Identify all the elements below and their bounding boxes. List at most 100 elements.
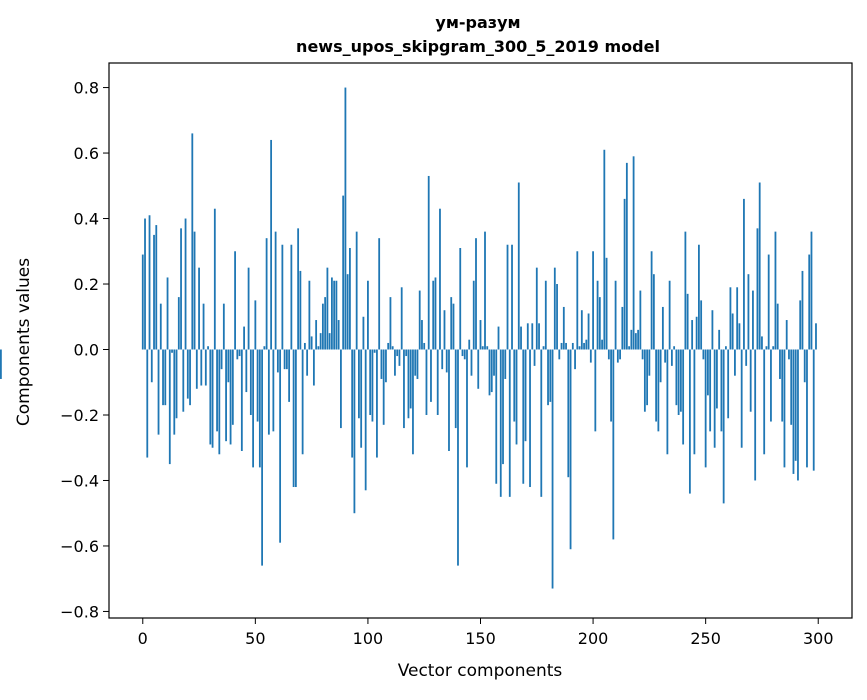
bar <box>533 349 536 366</box>
bar <box>387 342 390 350</box>
bar <box>639 290 642 350</box>
bar <box>553 267 556 350</box>
bar <box>353 349 356 514</box>
bar <box>340 349 342 429</box>
bar <box>666 349 669 455</box>
bar <box>308 280 311 350</box>
bar <box>745 349 748 366</box>
bar <box>328 333 331 350</box>
bar <box>481 346 484 350</box>
bar <box>394 349 396 376</box>
bar <box>189 349 191 406</box>
y-tick-label: −0.6 <box>60 537 99 556</box>
bar <box>175 349 178 419</box>
bar <box>596 280 599 350</box>
bar <box>592 251 594 350</box>
bar <box>801 270 804 350</box>
bar <box>202 303 205 350</box>
bar <box>621 306 624 350</box>
bar <box>652 274 655 350</box>
bar <box>310 336 313 350</box>
bar <box>517 182 520 350</box>
bar <box>725 346 727 350</box>
bars-group <box>0 87 817 589</box>
bar <box>412 349 414 455</box>
bar <box>193 231 196 350</box>
bar <box>792 349 795 474</box>
bar <box>247 267 250 350</box>
bar <box>436 349 439 415</box>
bar <box>279 349 282 543</box>
bar <box>758 182 761 350</box>
bar <box>294 349 297 488</box>
bar <box>657 349 660 432</box>
bar <box>207 346 209 350</box>
bar <box>734 349 736 376</box>
bar <box>520 326 522 350</box>
bar <box>457 349 459 566</box>
bar <box>655 349 658 422</box>
bar <box>752 290 754 350</box>
bar <box>511 244 513 350</box>
bar <box>184 218 187 350</box>
bar <box>398 349 401 366</box>
bar <box>254 300 257 350</box>
bar <box>477 349 480 389</box>
bar <box>378 238 381 350</box>
chart-title: ум-разум <box>435 13 520 32</box>
bar <box>556 284 558 350</box>
bar <box>452 303 455 350</box>
bar <box>236 349 239 360</box>
bar <box>173 349 176 435</box>
bar <box>312 349 315 386</box>
bar <box>506 244 509 350</box>
bar <box>475 238 477 350</box>
bar <box>776 303 779 350</box>
bar <box>625 162 628 350</box>
bar <box>283 349 286 370</box>
bar <box>736 287 739 350</box>
bar <box>686 293 689 350</box>
bar <box>155 225 158 350</box>
bar <box>148 215 151 350</box>
bar <box>303 342 306 350</box>
bar <box>547 349 549 406</box>
y-tick-label: −0.2 <box>60 406 99 425</box>
bar <box>695 316 698 350</box>
bar <box>659 349 662 383</box>
bar <box>371 349 374 422</box>
bar <box>529 349 531 488</box>
bar <box>808 254 811 350</box>
y-tick-label: −0.8 <box>60 602 99 621</box>
bar <box>607 349 610 360</box>
bar <box>349 248 351 350</box>
bar <box>565 342 567 350</box>
bar <box>700 300 703 350</box>
bar <box>432 280 435 350</box>
bar <box>479 320 482 350</box>
bar <box>240 349 243 451</box>
bar <box>222 303 225 350</box>
bar <box>297 228 300 350</box>
bar <box>531 323 534 350</box>
bar <box>317 346 320 350</box>
bar <box>738 323 741 350</box>
bar <box>367 280 369 350</box>
bar <box>389 297 392 350</box>
bar <box>362 316 365 350</box>
x-tick-label: 200 <box>578 629 609 648</box>
bar <box>634 333 637 350</box>
bar <box>774 231 777 350</box>
bar <box>331 277 333 350</box>
bar <box>272 349 275 432</box>
bar <box>231 349 234 425</box>
bar <box>306 349 309 376</box>
bar <box>504 349 507 379</box>
bar <box>544 280 547 350</box>
bar <box>484 231 486 350</box>
bar <box>265 238 268 350</box>
bar <box>209 349 212 445</box>
y-tick-label: 0.2 <box>74 275 99 294</box>
bar <box>225 349 227 442</box>
bar <box>675 349 678 406</box>
